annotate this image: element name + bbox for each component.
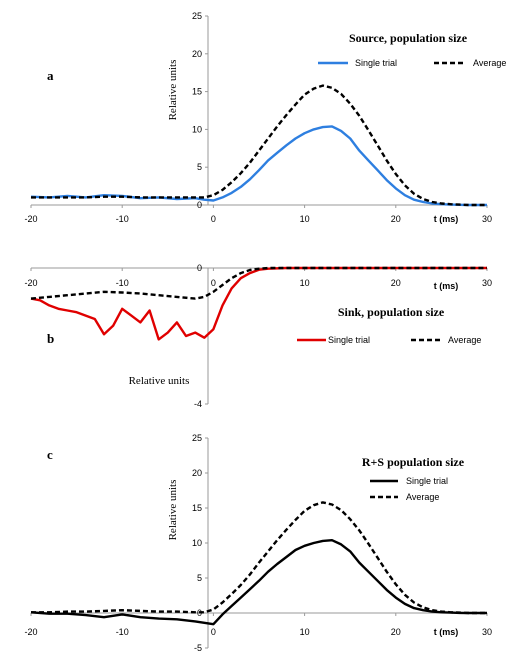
y-tick-label: 20 bbox=[192, 49, 202, 59]
y-tick-label: 10 bbox=[192, 538, 202, 548]
panel-label: a bbox=[47, 68, 54, 83]
x-tick-label: 10 bbox=[300, 627, 310, 637]
x-tick-label: 30 bbox=[482, 278, 492, 288]
x-tick-label: 10 bbox=[300, 214, 310, 224]
legend-label: Average bbox=[448, 335, 481, 345]
x-tick-label: 0 bbox=[211, 278, 216, 288]
y-tick-label: 15 bbox=[192, 87, 202, 97]
y-tick-label: 25 bbox=[192, 11, 202, 21]
chart-panel-a: -20 -10 0 10 20 30 0 5 10 15 20 25 t (ms) Relative un… bbox=[24, 11, 506, 224]
series-line-single-trial bbox=[30, 539, 487, 626]
chart-title: Source, population size bbox=[349, 31, 468, 45]
y-axis-label: Relative units bbox=[167, 60, 179, 121]
y-tick-label: 0 bbox=[197, 200, 202, 210]
series-line-average bbox=[30, 266, 487, 300]
x-tick-label: 0 bbox=[211, 214, 216, 224]
y-tick-label: 0 bbox=[197, 263, 202, 273]
y-tick-label: -4 bbox=[194, 399, 202, 409]
chart-title: R+S population size bbox=[362, 455, 465, 469]
legend-label: Single trial bbox=[406, 476, 448, 486]
x-tick-label: -10 bbox=[116, 214, 129, 224]
y-axis-label: Relative units bbox=[167, 480, 179, 541]
x-tick-label: 20 bbox=[391, 278, 401, 288]
y-axis-label: Relative units bbox=[129, 375, 190, 387]
y-tick-label: 5 bbox=[197, 162, 202, 172]
panel-label: b bbox=[47, 331, 54, 346]
legend-label: Single trial bbox=[355, 58, 397, 68]
x-tick-label: 10 bbox=[300, 278, 310, 288]
y-tick-label: -5 bbox=[194, 643, 202, 653]
x-tick-label: 20 bbox=[391, 627, 401, 637]
y-tick-label: 20 bbox=[192, 468, 202, 478]
series-line-single-trial bbox=[30, 266, 487, 341]
legend-label: Average bbox=[473, 58, 506, 68]
legend-label: Single trial bbox=[328, 335, 370, 345]
x-tick-label: -10 bbox=[116, 627, 129, 637]
legend-label: Average bbox=[406, 492, 439, 502]
y-tick-label: 15 bbox=[192, 503, 202, 513]
panel-label: c bbox=[47, 447, 53, 462]
chart-title: Sink, population size bbox=[338, 305, 445, 319]
series-line-average bbox=[31, 84, 487, 207]
x-axis-label: t (ms) bbox=[434, 214, 459, 224]
series-line-average bbox=[31, 501, 487, 615]
x-axis-label: t (ms) bbox=[434, 281, 459, 291]
x-tick-label: 30 bbox=[482, 627, 492, 637]
x-tick-label: 30 bbox=[482, 214, 492, 224]
x-tick-label: -20 bbox=[24, 214, 37, 224]
x-tick-label: -20 bbox=[24, 627, 37, 637]
x-axis-label: t (ms) bbox=[434, 627, 459, 637]
series-line-single-trial bbox=[30, 125, 487, 207]
chart-panel-b: -20 -10 0 10 20 30 0 -4 t (ms) Relative units b Sin… bbox=[24, 263, 492, 409]
y-tick-label: 25 bbox=[192, 433, 202, 443]
y-tick-label: 5 bbox=[197, 573, 202, 583]
x-tick-label: -10 bbox=[116, 278, 129, 288]
x-tick-label: 0 bbox=[211, 627, 216, 637]
x-tick-label: -20 bbox=[24, 278, 37, 288]
x-tick-label: 20 bbox=[391, 214, 401, 224]
y-tick-label: 10 bbox=[192, 124, 202, 134]
